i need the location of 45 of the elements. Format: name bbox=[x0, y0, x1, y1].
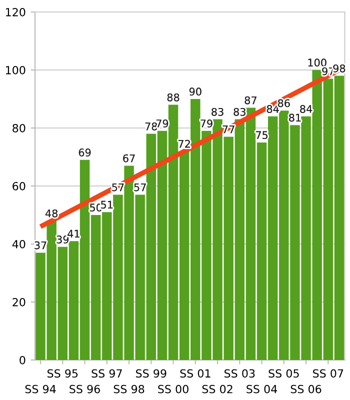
data-label: 84 bbox=[300, 105, 312, 113]
data-label: 57 bbox=[134, 183, 146, 192]
data-label: 86 bbox=[278, 99, 290, 108]
y-tick-label: 100 bbox=[6, 66, 26, 74]
data-label: 100 bbox=[308, 58, 326, 67]
data-label: 98 bbox=[333, 64, 346, 72]
x-tick-label: SS 96 bbox=[70, 384, 100, 394]
data-label: 51 bbox=[101, 200, 113, 209]
y-tick-label: 20 bbox=[12, 298, 26, 306]
data-label: 37 bbox=[34, 241, 46, 250]
y-tick-label: 120 bbox=[6, 8, 26, 16]
data-label: 79 bbox=[156, 120, 168, 128]
data-label: 39 bbox=[56, 236, 69, 244]
x-tick-label: SS 07 bbox=[313, 369, 344, 378]
x-tick-label: SS 98 bbox=[114, 384, 144, 394]
y-tick-label: 40 bbox=[12, 240, 26, 248]
x-tick-label: SS 99 bbox=[136, 369, 166, 378]
x-tick-label: SS 04 bbox=[246, 384, 278, 394]
x-tick-label: SS 00 bbox=[158, 384, 188, 394]
data-label: 41 bbox=[68, 230, 80, 238]
x-tick-label: SS 03 bbox=[224, 369, 255, 378]
y-tick-label: 0 bbox=[20, 356, 26, 364]
data-label: 83 bbox=[212, 108, 224, 116]
data-label: 67 bbox=[123, 154, 135, 162]
data-label: 90 bbox=[189, 88, 202, 96]
data-label: 81 bbox=[289, 114, 301, 122]
data-label: 72 bbox=[178, 140, 190, 148]
data-label: 88 bbox=[167, 93, 180, 102]
x-tick-label: SS 06 bbox=[290, 384, 322, 394]
y-tick-label: 80 bbox=[12, 124, 26, 132]
data-label: 87 bbox=[244, 96, 256, 104]
x-tick-label: SS 01 bbox=[180, 369, 210, 378]
data-label: 84 bbox=[266, 105, 279, 113]
x-tick-label: SS 02 bbox=[202, 384, 232, 394]
data-label: 83 bbox=[234, 108, 246, 116]
data-label: 79 bbox=[200, 120, 212, 128]
y-tick-label: 60 bbox=[12, 182, 26, 190]
x-tick-label: SS 05 bbox=[268, 369, 299, 378]
data-label: 78 bbox=[145, 122, 158, 130]
data-label: 75 bbox=[256, 131, 268, 140]
data-label: 48 bbox=[45, 209, 58, 218]
x-tick-label: SS 95 bbox=[48, 369, 78, 378]
x-tick-label: SS 97 bbox=[92, 369, 122, 378]
x-tick-label: SS 94 bbox=[25, 384, 56, 394]
data-label: 69 bbox=[78, 148, 91, 156]
